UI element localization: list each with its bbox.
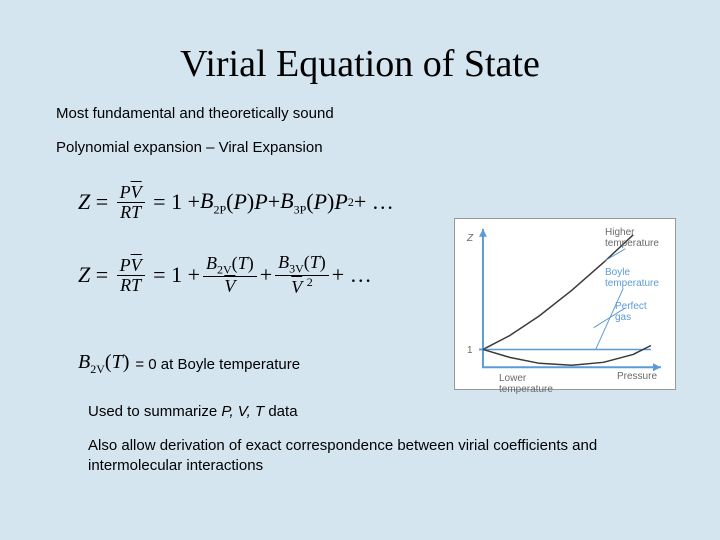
pressure-axis-label: Pressure — [617, 371, 657, 382]
lower-temp-label: Lower temperature — [499, 373, 569, 395]
curve-higher-temperature — [483, 235, 633, 350]
intro-line-1: Most fundamental and theoretically sound — [0, 104, 720, 124]
page-title: Virial Equation of State — [0, 0, 720, 104]
summary-vars: P, V, T — [221, 403, 264, 420]
summary-post: data — [264, 403, 297, 420]
summary-pre: Used to summarize — [88, 403, 221, 420]
equation-1: Z = PVRT = 1 + B2P(P)P + B3P(P)P2 + … — [78, 183, 394, 222]
z-axis-label: Z — [467, 233, 473, 244]
summary-line: Used to summarize P, V, T data — [0, 403, 720, 420]
curve-lower-temperature — [483, 346, 651, 366]
final-paragraph: Also allow derivation of exact correspon… — [0, 436, 720, 475]
higher-temp-label: Higher temperature — [605, 227, 665, 249]
intro-line-2: Polynomial expansion – Viral Expansion — [0, 138, 720, 158]
boyle-text: = 0 at Boyle temperature — [135, 356, 300, 373]
tick-one-label: 1 — [467, 345, 473, 356]
boyle-temp-label: Boyle temperature — [605, 267, 665, 289]
equation-2: Z = PVRT = 1 + B2V(T)V + B3V(T)V 2 + … — [78, 253, 372, 297]
perfect-gas-label: Perfect gas — [615, 301, 665, 323]
b2v-coefficient: B2V(T) — [78, 351, 129, 377]
z-vs-pressure-chart: Z 1 Pressure Higher temperature Boyle te… — [454, 218, 676, 390]
